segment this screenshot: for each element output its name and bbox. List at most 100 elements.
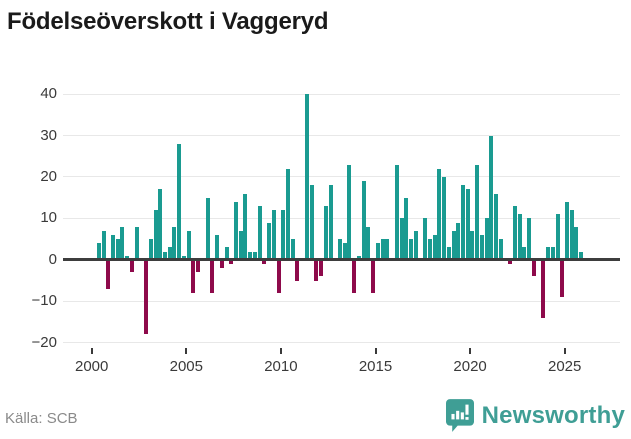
- bar: [423, 218, 428, 260]
- bar: [517, 214, 522, 260]
- y-axis-label: 30: [40, 126, 57, 144]
- bar: [531, 259, 536, 277]
- bar: [281, 210, 286, 260]
- y-axis-label: 20: [40, 167, 57, 185]
- bar: [120, 226, 125, 260]
- bar: [375, 243, 380, 260]
- bar: [110, 234, 115, 260]
- bar: [399, 218, 404, 260]
- x-axis-label: 2015: [358, 358, 393, 375]
- bar: [470, 230, 475, 260]
- bar: [451, 230, 456, 260]
- gridline: [63, 93, 620, 95]
- bar: [229, 259, 234, 264]
- bar: [248, 251, 253, 260]
- bar: [314, 259, 319, 281]
- bar: [460, 185, 465, 260]
- bar: [456, 222, 461, 260]
- bar: [385, 239, 390, 260]
- bar: [215, 234, 220, 260]
- gridline: [63, 300, 620, 302]
- y-axis-label: 10: [40, 209, 57, 227]
- bar: [380, 239, 385, 260]
- bar: [479, 234, 484, 260]
- bar: [555, 214, 560, 260]
- bar: [489, 135, 494, 260]
- bar: [541, 259, 546, 318]
- bar: [196, 259, 201, 273]
- gridline: [63, 217, 620, 219]
- bar: [347, 164, 352, 260]
- bar: [219, 259, 224, 269]
- gridline: [63, 342, 620, 344]
- bar: [498, 239, 503, 260]
- bar: [181, 255, 186, 260]
- bar: [148, 239, 153, 260]
- x-axis-label: 2005: [169, 358, 203, 375]
- bar: [285, 168, 290, 260]
- bar: [167, 247, 172, 260]
- bar: [134, 226, 139, 260]
- y-axis-label: 0: [48, 250, 57, 268]
- bar: [508, 259, 513, 264]
- bar: [437, 168, 442, 260]
- bar: [295, 259, 300, 281]
- x-tick: [90, 348, 93, 354]
- bar: [356, 255, 361, 260]
- x-axis-label: 2025: [548, 358, 582, 375]
- bar: [338, 239, 342, 260]
- y-axis-label: −20: [31, 333, 57, 351]
- brand-logo: Newsworthy: [445, 399, 625, 432]
- bar: [96, 243, 101, 260]
- bar: [153, 210, 158, 260]
- bar: [125, 255, 130, 260]
- x-axis-label: 2020: [453, 358, 487, 375]
- bar: [257, 205, 262, 260]
- bar: [413, 230, 418, 260]
- y-axis-label: −10: [31, 292, 57, 310]
- bar: [323, 205, 328, 260]
- bar: [158, 189, 163, 260]
- bar: [319, 259, 324, 277]
- bar: [446, 247, 451, 260]
- bar: [475, 164, 480, 260]
- gridline: [63, 176, 620, 178]
- bar: [546, 247, 551, 260]
- bar: [432, 234, 437, 260]
- bar: [172, 226, 177, 260]
- bar: [238, 230, 243, 260]
- bar: [163, 251, 168, 260]
- x-tick: [469, 348, 472, 354]
- bar: [427, 239, 432, 260]
- bar: [177, 143, 182, 260]
- source-note: Källa: SCB: [5, 410, 78, 427]
- bar: [276, 259, 281, 293]
- bar: [309, 185, 314, 260]
- bar: [186, 230, 191, 260]
- bar: [328, 185, 333, 260]
- bar: [191, 259, 196, 293]
- y-axis-label: 40: [40, 85, 57, 103]
- bar: [527, 218, 532, 260]
- x-tick: [563, 348, 566, 354]
- bar: [560, 259, 565, 298]
- bar: [352, 259, 357, 293]
- bar: [252, 251, 257, 260]
- bar: [106, 259, 111, 289]
- zero-axis-line: [63, 258, 620, 262]
- bar: [494, 193, 499, 260]
- bar: [224, 247, 229, 260]
- bar: [522, 247, 527, 260]
- chart-title: Födelseöverskott i Vaggeryd: [7, 8, 329, 35]
- x-tick: [279, 348, 282, 354]
- bar: [371, 259, 376, 293]
- bar: [262, 259, 267, 264]
- bar: [366, 226, 371, 260]
- bar: [267, 222, 272, 260]
- bar: [101, 230, 106, 260]
- bar: [394, 164, 399, 260]
- x-axis-label: 2000: [75, 358, 109, 375]
- x-axis-label: 2010: [264, 358, 298, 375]
- gridline: [63, 135, 620, 136]
